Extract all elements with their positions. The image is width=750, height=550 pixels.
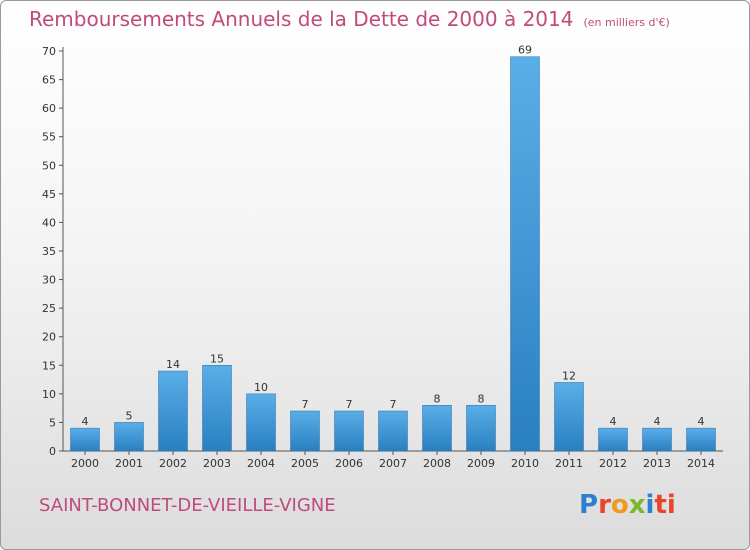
bar-value-label: 8 [478, 392, 485, 405]
bar-value-label: 8 [434, 392, 441, 405]
x-tick-label: 2006 [335, 457, 363, 470]
chart-title: Remboursements Annuels de la Dette de 20… [29, 7, 574, 31]
y-tick-label: 15 [42, 359, 56, 372]
bar-value-label: 4 [698, 415, 705, 428]
bar-value-label: 14 [166, 358, 180, 371]
x-tick-label: 2011 [555, 457, 583, 470]
x-tick-label: 2004 [247, 457, 275, 470]
bar [422, 405, 452, 452]
x-tick-label: 2014 [687, 457, 715, 470]
y-tick-label: 65 [42, 74, 56, 87]
x-tick-label: 2001 [115, 457, 143, 470]
bar-value-label: 15 [210, 352, 224, 365]
y-tick-label: 50 [42, 159, 56, 172]
y-tick-label: 10 [42, 388, 56, 401]
bar [114, 422, 144, 452]
y-tick-label: 0 [49, 445, 56, 458]
bar-value-label: 4 [82, 415, 89, 428]
bar-value-label: 12 [562, 369, 576, 382]
logo-letter: i [645, 490, 655, 520]
x-tick-label: 2005 [291, 457, 319, 470]
x-tick-label: 2012 [599, 457, 627, 470]
bar [158, 370, 188, 452]
bar-value-label: 69 [518, 44, 532, 57]
y-tick-label: 35 [42, 245, 56, 258]
y-tick-label: 60 [42, 102, 56, 115]
bar [598, 427, 628, 452]
bar [334, 410, 364, 452]
bar-value-label: 10 [254, 381, 268, 394]
bar [686, 427, 716, 452]
logo-letter: r [598, 490, 611, 520]
bar [246, 393, 276, 452]
x-tick-label: 2008 [423, 457, 451, 470]
x-tick-label: 2009 [467, 457, 495, 470]
bar-value-label: 4 [654, 415, 661, 428]
x-tick-label: 2010 [511, 457, 539, 470]
x-tick-label: 2013 [643, 457, 671, 470]
x-tick-label: 2000 [71, 457, 99, 470]
y-tick-label: 25 [42, 302, 56, 315]
bar-value-label: 4 [610, 415, 617, 428]
y-tick-label: 30 [42, 274, 56, 287]
logo-letter: x [628, 490, 646, 520]
logo-letter: ti [654, 490, 676, 520]
x-tick-label: 2007 [379, 457, 407, 470]
y-tick-label: 5 [49, 416, 56, 429]
y-tick-label: 70 [42, 45, 56, 58]
logo-letter: P [579, 490, 599, 520]
bar [642, 427, 672, 452]
bar [466, 405, 496, 452]
bar-value-label: 7 [302, 398, 309, 411]
y-tick-label: 55 [42, 131, 56, 144]
bar [202, 365, 232, 452]
place-name: SAINT-BONNET-DE-VIEILLE-VIGNE [39, 495, 336, 516]
proxiti-logo: Proxiti [579, 490, 676, 520]
y-tick-label: 40 [42, 216, 56, 229]
bar-value-label: 5 [126, 409, 133, 422]
bar [70, 427, 100, 452]
chart-unit: (en milliers d'€) [583, 16, 670, 29]
y-tick-label: 45 [42, 188, 56, 201]
bar-value-label: 7 [390, 398, 397, 411]
bar [554, 382, 584, 452]
x-tick-label: 2002 [159, 457, 187, 470]
bar [510, 56, 540, 452]
bar [290, 410, 320, 452]
x-tick-label: 2003 [203, 457, 231, 470]
bar [378, 410, 408, 452]
logo-letter: o [610, 490, 629, 520]
chart-title-block: Remboursements Annuels de la Dette de 20… [29, 7, 670, 31]
y-tick-label: 20 [42, 331, 56, 344]
bar-value-label: 7 [346, 398, 353, 411]
